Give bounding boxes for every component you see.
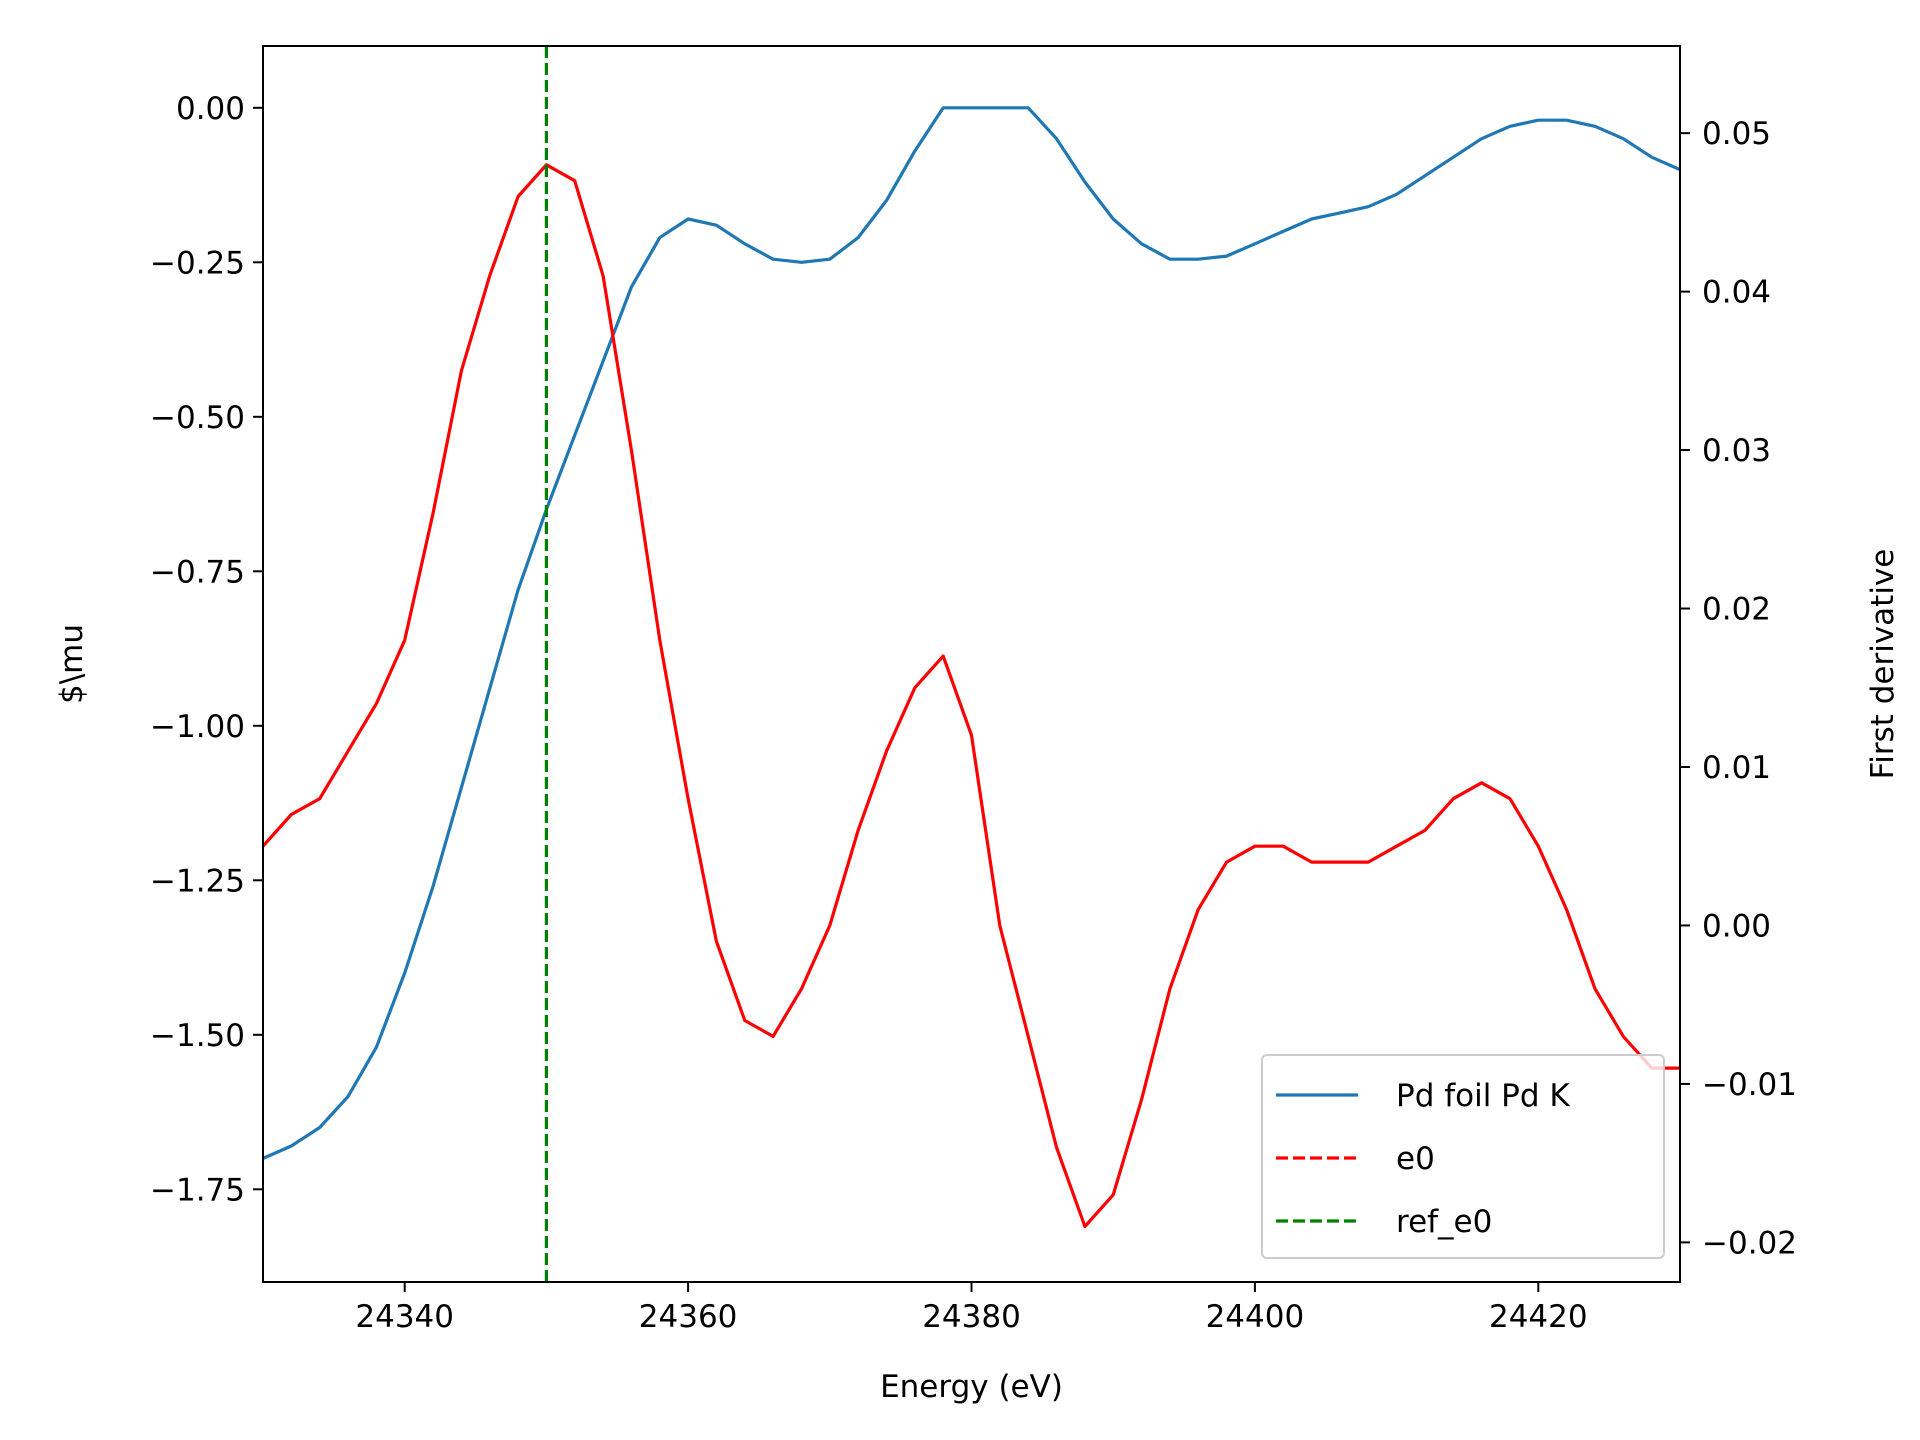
- x-tick-label: 24340: [355, 1299, 454, 1335]
- axes: 24340 24360 24380 24400 24420 0.00 −0.25 −0.50 −…: [54, 45, 1901, 1405]
- series-line-0: [263, 106, 1680, 1160]
- y-right-axis-label: First derivative: [1865, 549, 1901, 780]
- y-right-tick-label: 0.05: [1702, 116, 1771, 152]
- x-axis-label: Energy (eV): [880, 1369, 1063, 1405]
- y-left-tick-label: −0.50: [150, 400, 245, 436]
- y-right-tick-label: 0.01: [1702, 750, 1771, 786]
- y-right-tick-label: 0.00: [1702, 908, 1771, 944]
- y-left-tick-label: −1.75: [150, 1172, 245, 1208]
- x-tick-label: 24420: [1489, 1299, 1588, 1335]
- series-line-1: [263, 163, 1680, 1229]
- legend-label-0: Pd foil Pd K: [1396, 1078, 1570, 1114]
- x-tick-label: 24360: [639, 1299, 738, 1335]
- y-right-tick-label: 0.02: [1702, 592, 1771, 628]
- y-left-axis-label: $\mu: [54, 624, 90, 704]
- x-tick-label: 24400: [1206, 1299, 1305, 1335]
- y-left-tick-label: −0.75: [150, 554, 245, 590]
- x-tick-label: 24380: [922, 1299, 1021, 1335]
- series-group: [263, 46, 1680, 1282]
- y-left-tick-label: −1.25: [150, 863, 245, 899]
- y-right-tick-label: −0.02: [1702, 1225, 1797, 1261]
- legend-box: [1261, 1054, 1665, 1259]
- y-left-tick-label: −0.25: [150, 245, 245, 281]
- legend: Pd foil Pd K e0 ref_e0: [1261, 1054, 1665, 1259]
- legend-label-1: e0: [1396, 1141, 1435, 1177]
- y-right-tick-label: 0.03: [1702, 433, 1771, 469]
- y-right-tick-label: 0.04: [1702, 275, 1771, 311]
- legend-label-2: ref_e0: [1396, 1204, 1492, 1240]
- y-left-tick-label: −1.00: [150, 709, 245, 745]
- y-right-tick-label: −0.01: [1702, 1067, 1797, 1103]
- y-left-tick-label: 0.00: [176, 91, 245, 127]
- plot-area: [263, 46, 1680, 1282]
- y-left-tick-label: −1.50: [150, 1018, 245, 1054]
